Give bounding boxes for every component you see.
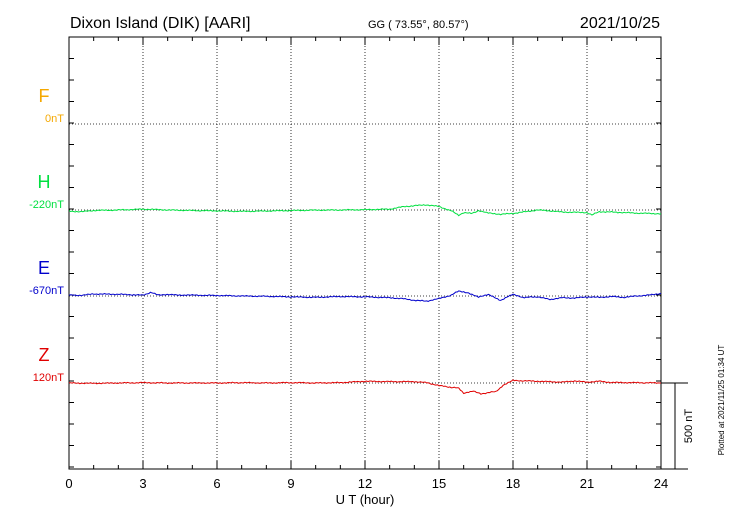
station-title: Dixon Island (DIK) [AARI]	[70, 15, 251, 32]
x-tick-label: 6	[213, 476, 220, 491]
series-line-H	[68, 204, 662, 217]
series-baseline-Z: 120nT	[33, 372, 64, 384]
series-name-Z: Z	[39, 345, 50, 365]
x-tick-label: 9	[287, 476, 294, 491]
series-labels: F 0nT H -220nT E -670nT Z 120nT	[29, 86, 64, 384]
scale-bar: 500 nT	[661, 382, 695, 470]
scale-bar-label: 500 nT	[683, 409, 695, 444]
x-tick-label: 24	[654, 476, 668, 491]
x-tick-label: 15	[432, 476, 446, 491]
x-tick-label: 18	[506, 476, 520, 491]
x-tick-label: 21	[580, 476, 594, 491]
plotted-timestamp: Plotted at 2021/11/25 01:34 UT	[717, 345, 726, 456]
series-name-H: H	[38, 172, 51, 192]
series-line-E	[68, 290, 662, 302]
x-tick-labels: 0 3 6 9 12 15 18 21 24	[65, 476, 668, 491]
x-tick-label: 12	[358, 476, 372, 491]
date-label: 2021/10/25	[580, 15, 660, 32]
series-lines	[68, 204, 662, 395]
grid	[69, 37, 661, 469]
x-ticks	[68, 37, 662, 469]
x-tick-label: 3	[139, 476, 146, 491]
series-baseline-H: -220nT	[29, 199, 64, 211]
series-baseline-F: 0nT	[45, 113, 64, 125]
series-name-E: E	[38, 258, 50, 278]
series-baseline-E: -670nT	[29, 285, 64, 297]
x-axis-label: U T (hour)	[336, 492, 395, 507]
coordinates-label: GG ( 73.55°, 80.57°)	[368, 19, 469, 31]
series-line-Z	[68, 379, 661, 395]
x-tick-label: 0	[65, 476, 72, 491]
series-name-F: F	[39, 86, 50, 106]
